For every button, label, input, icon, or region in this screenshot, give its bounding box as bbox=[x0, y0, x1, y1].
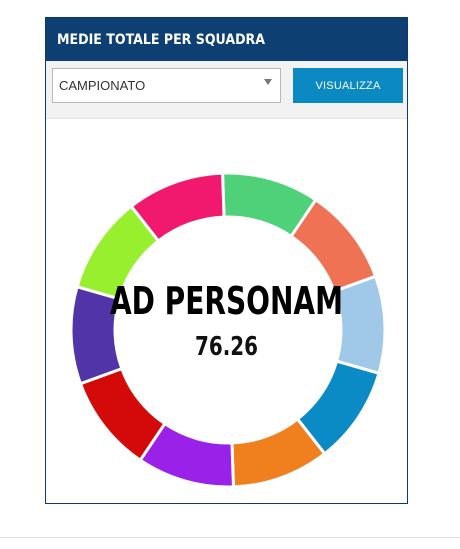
chart-center-label: AD PERSONAM bbox=[109, 279, 344, 323]
divider bbox=[0, 537, 460, 538]
competition-select[interactable]: CAMPIONATO bbox=[52, 68, 281, 103]
chart-center-value: 76.26 bbox=[195, 332, 258, 362]
donut-segment[interactable] bbox=[129, 171, 226, 244]
visualize-button[interactable]: VISUALIZZA bbox=[293, 68, 403, 103]
donut-chart-svg bbox=[69, 171, 387, 489]
team-averages-widget: MEDIE TOTALE PER SQUADRA CAMPIONATO VISU… bbox=[45, 17, 408, 504]
widget-title: MEDIE TOTALE PER SQUADRA bbox=[57, 31, 265, 48]
competition-select-value: CAMPIONATO bbox=[59, 78, 146, 93]
donut-chart: AD PERSONAM 76.26 bbox=[46, 119, 407, 503]
chevron-down-icon bbox=[264, 79, 272, 85]
visualize-button-label: VISUALIZZA bbox=[315, 79, 381, 92]
controls-bar: CAMPIONATO VISUALIZZA bbox=[46, 61, 407, 119]
widget-header: MEDIE TOTALE PER SQUADRA bbox=[46, 18, 407, 61]
